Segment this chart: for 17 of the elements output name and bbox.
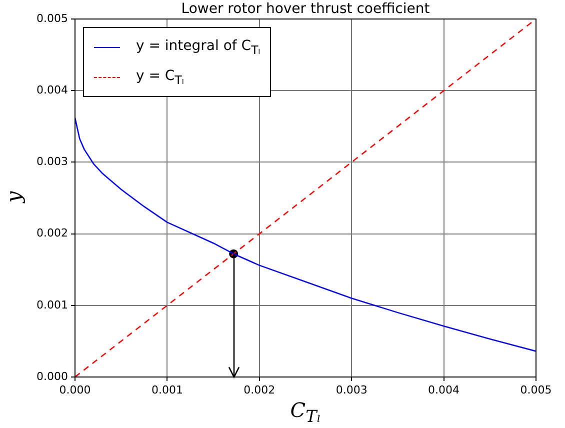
x-axis-title: C$_{Tₗ}$ [289, 398, 322, 426]
legend-label: y = C$_{Tₗ}$ [136, 68, 184, 86]
x-tick-label: 0.005 [520, 383, 552, 396]
x-tick-label: 0.002 [244, 383, 276, 396]
x-tick-label: 0.004 [428, 383, 460, 396]
x-tick-label: 0.003 [336, 383, 368, 396]
y-tick-label: 0.005 [36, 12, 68, 25]
y-tick-label: 0.003 [36, 155, 68, 168]
y-tick-label: 0.001 [36, 298, 68, 312]
x-tick-label: 0.000 [59, 383, 91, 396]
y-tick-label: 0.000 [36, 370, 68, 383]
y-tick-label: 0.002 [36, 226, 68, 240]
y-tick-label: 0.004 [36, 83, 68, 96]
x-tick-label: 0.001 [151, 383, 183, 396]
chart-title: Lower rotor hover thrust coefficient [180, 1, 431, 17]
legend-label: y = integral of C$_{Tₗ}$ [136, 38, 260, 56]
y-axis-title: y [2, 191, 26, 203]
